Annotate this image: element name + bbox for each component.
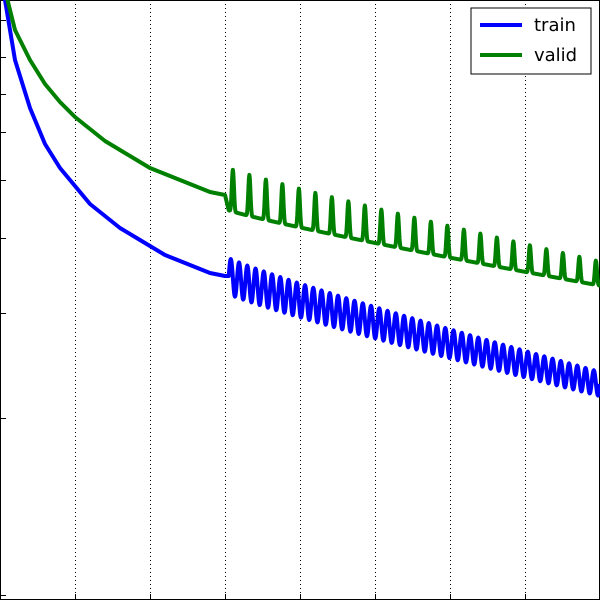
grid: [75, 0, 526, 600]
y-ticks: [0, 20, 6, 596]
legend-box: [470, 7, 592, 75]
legend: train valid: [470, 7, 592, 75]
series-line-valid: [5, 0, 600, 288]
legend-label-valid: valid: [534, 45, 577, 66]
series-line-train: [2, 0, 600, 398]
series-layer: [2, 0, 600, 398]
legend-label-train: train: [534, 15, 576, 36]
